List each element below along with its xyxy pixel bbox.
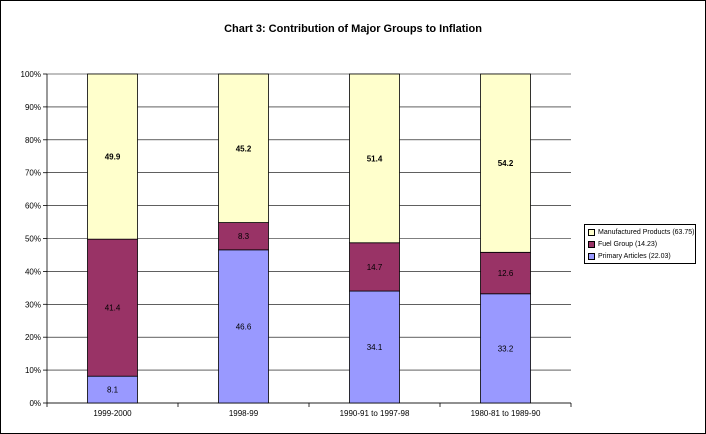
bar-segment: [349, 242, 400, 292]
y-tick-label: 0%: [29, 399, 41, 408]
data-label: 41.4: [105, 304, 121, 313]
legend-swatch-fuel-group: [588, 240, 595, 248]
legend: Manufactured Products (63.75) Fuel Group…: [584, 224, 696, 264]
legend-item-fuel-group: Fuel Group (14.23): [588, 238, 692, 250]
legend-label-manufactured-products: Manufactured Products (63.75): [598, 228, 695, 236]
legend-item-primary-articles: Primary Articles (22.03): [588, 250, 692, 262]
bar-segment: [480, 293, 531, 404]
y-tick-label: 30%: [25, 300, 41, 309]
axes: 0% 10% 20% 30% 40% 50% 60% 70% 80% 90% 100% 1999-20…: [21, 70, 572, 418]
y-tick-label: 60%: [25, 202, 41, 211]
data-label: 46.6: [236, 322, 252, 331]
data-label: 49.9: [105, 153, 121, 162]
legend-swatch-primary-articles: [588, 252, 595, 260]
y-tick-label: 90%: [25, 103, 41, 112]
data-label: 12.6: [498, 269, 514, 278]
y-tick-label: 40%: [25, 267, 41, 276]
chart-title: Chart 3: Contribution of Major Groups to…: [224, 23, 482, 35]
legend-label-primary-articles: Primary Articles (22.03): [598, 252, 671, 260]
y-tick-label: 20%: [25, 333, 41, 342]
data-label: 33.2: [498, 344, 514, 353]
data-label: 34.1: [367, 343, 383, 352]
data-labels: 8.1 41.4 49.9 46.6 8.3 45.2 34.1 14.7 51.4 33.2 12…: [105, 144, 514, 394]
legend-swatch-manufactured-products: [588, 228, 595, 236]
bar-segment: [218, 222, 269, 251]
bar-segment: [218, 249, 269, 404]
bar-segment: [87, 375, 138, 404]
bars: [87, 73, 531, 404]
y-tick-label: 70%: [25, 169, 41, 178]
data-label: 14.7: [367, 263, 383, 272]
x-tick-label: 1998-99: [229, 409, 259, 418]
bar-segment: [218, 73, 269, 223]
data-label: 45.2: [236, 144, 252, 153]
legend-label-fuel-group: Fuel Group (14.23): [598, 240, 658, 248]
bar-segment: [480, 251, 531, 295]
x-tick-label: 1990-91 to 1997-98: [340, 409, 410, 418]
data-label: 8.1: [107, 386, 119, 395]
bar-segment: [87, 73, 138, 240]
y-tick-label: 100%: [21, 70, 41, 79]
data-label: 54.2: [498, 159, 514, 168]
y-tick-label: 50%: [25, 235, 41, 244]
y-tick-label: 80%: [25, 136, 41, 145]
bar-segment: [480, 73, 531, 253]
legend-item-manufactured-products: Manufactured Products (63.75): [588, 226, 695, 238]
y-tick-label: 10%: [25, 366, 41, 375]
bar-segment: [349, 73, 400, 244]
data-label: 51.4: [367, 154, 383, 163]
x-tick-label: 1980-81 to 1989-90: [471, 409, 541, 418]
bar-segment: [349, 290, 400, 404]
x-tick-label: 1999-2000: [93, 409, 132, 418]
data-label: 8.3: [238, 232, 250, 241]
